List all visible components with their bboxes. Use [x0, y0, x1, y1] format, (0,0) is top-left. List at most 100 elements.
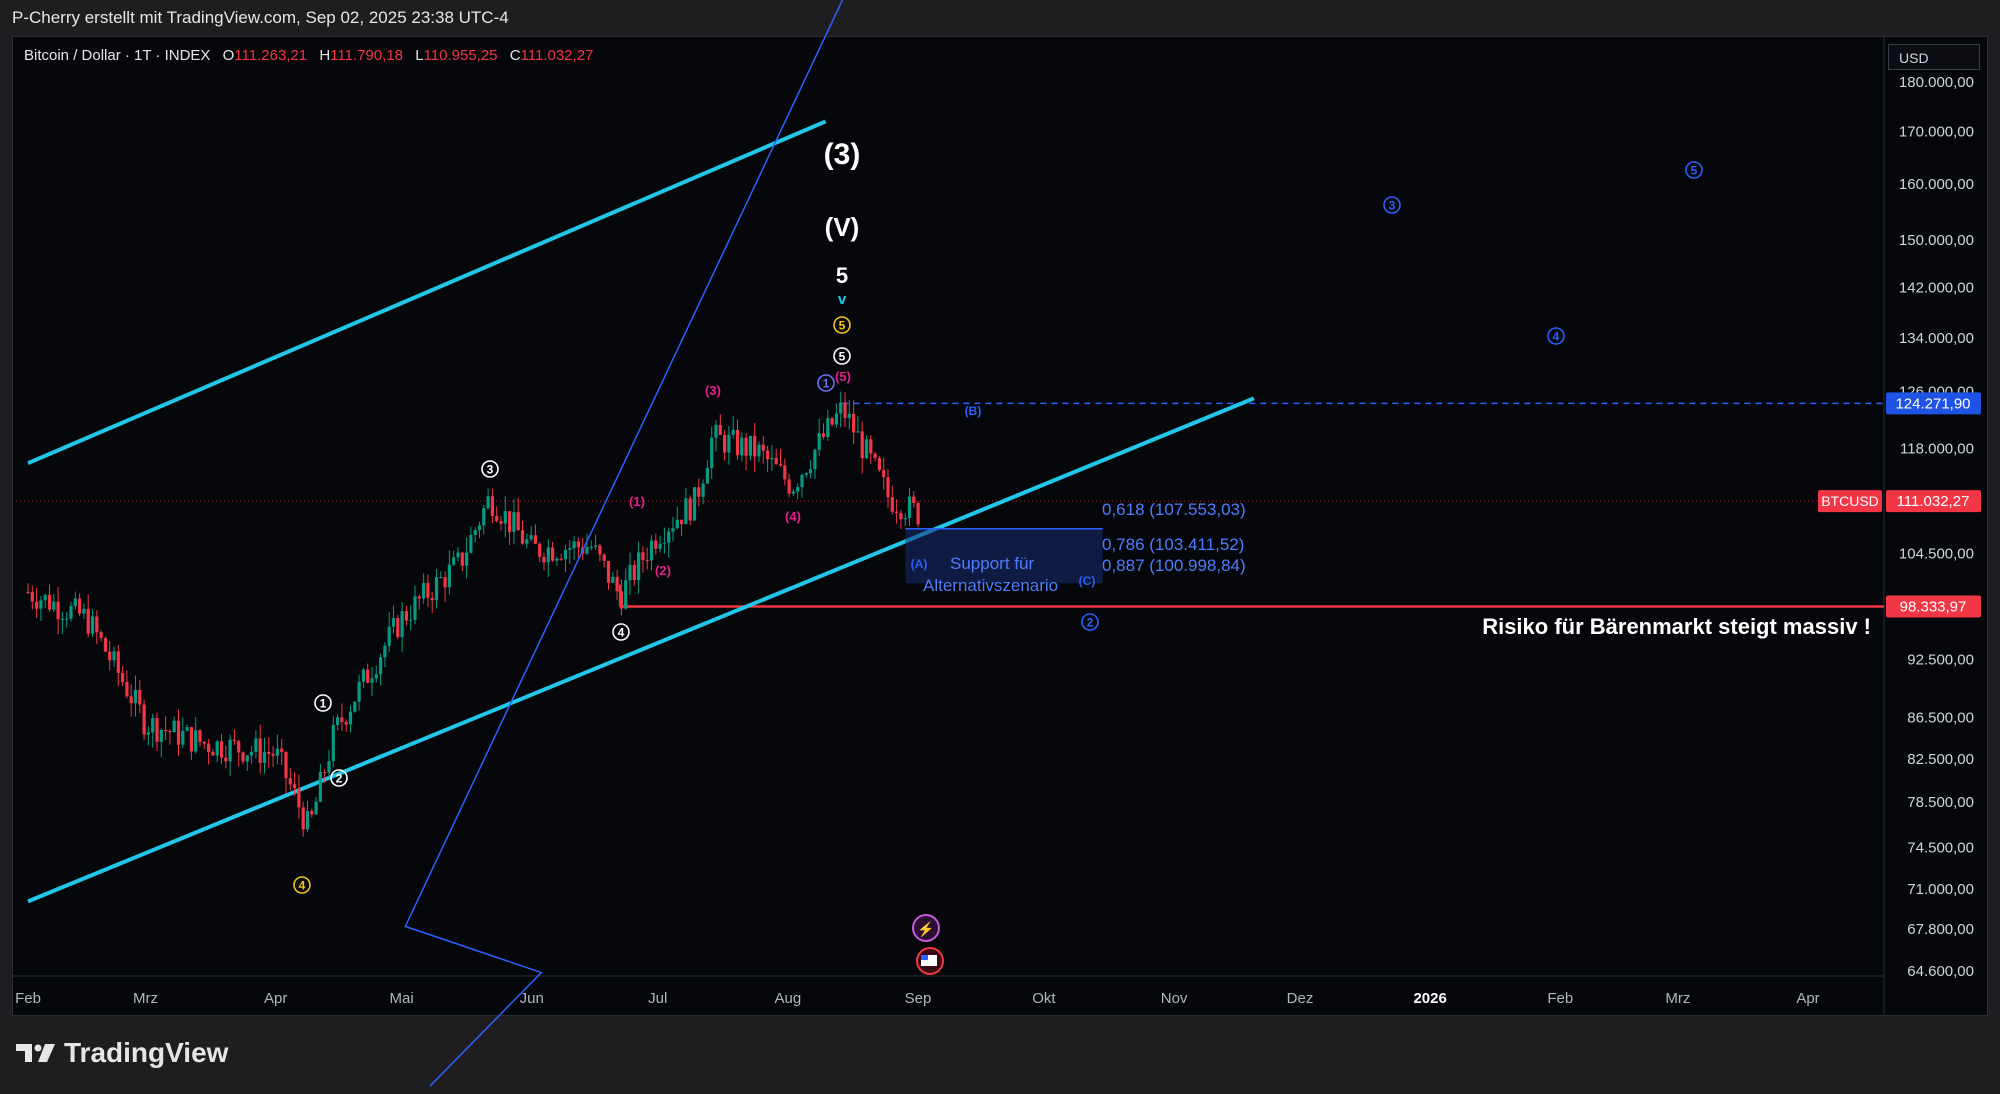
wave-circle-5-yellow-ring	[833, 316, 851, 334]
wave-circle-2-blue: 2	[1087, 616, 1094, 630]
support-zone	[905, 528, 1103, 584]
symbol-tag-badge[interactable]	[1818, 490, 1882, 513]
wave-label-B: (B)	[965, 404, 982, 418]
ohlc-legend: Bitcoin / Dollar · 1T · INDEX O111.263,2…	[24, 47, 593, 64]
candle-body	[142, 704, 146, 735]
candle-body	[813, 449, 817, 470]
candle-body	[327, 761, 331, 773]
y-tick-label: 71.000,00	[1907, 881, 1974, 898]
candle-body	[310, 811, 314, 815]
wave-circle-2-ring	[330, 769, 348, 787]
candle-body	[241, 752, 245, 762]
wave-paren-4: (4)	[785, 509, 801, 524]
candle-body	[852, 413, 856, 433]
candle-body	[409, 619, 413, 621]
candle-body	[839, 402, 843, 414]
candle-body	[495, 515, 499, 522]
x-tick-label: Mai	[390, 990, 414, 1007]
candle-body	[912, 496, 916, 503]
candle-body	[232, 739, 236, 741]
candle-body	[185, 727, 189, 731]
chart-panel[interactable]	[12, 36, 1988, 1016]
candle-body	[594, 545, 598, 547]
candle-body	[624, 580, 628, 609]
candle-body	[159, 729, 163, 742]
candle-body	[288, 778, 292, 785]
wave-circle-2-blue-ring	[1081, 613, 1099, 631]
y-tick-label: 78.500,00	[1907, 794, 1974, 811]
candle-body	[172, 720, 176, 733]
x-tick-label: Mrz	[133, 990, 158, 1007]
wave-paren-2: (2)	[655, 563, 671, 578]
x-tick-label: Aug	[775, 990, 802, 1007]
candle-body	[606, 560, 611, 583]
wave-paren-5: (5)	[835, 369, 851, 384]
lightning-event-icon[interactable]	[912, 914, 940, 942]
candle-body	[82, 608, 86, 614]
candle-body	[576, 541, 580, 548]
candle-body	[417, 596, 421, 599]
wave-circle-3-blue: 3	[1389, 199, 1396, 213]
risk-price-badge[interactable]	[1886, 595, 1981, 618]
candle-body	[761, 444, 765, 451]
x-tick-label: Feb	[1547, 990, 1573, 1007]
candle-body	[499, 521, 503, 524]
candle-body	[305, 811, 310, 830]
ath-price-badge[interactable]	[1886, 392, 1981, 415]
candle-body	[456, 552, 460, 558]
candle-body	[641, 552, 645, 561]
abc-projection-path	[404, 0, 844, 1087]
candle-body	[890, 497, 894, 512]
candle-body	[430, 597, 434, 601]
current-price-badge-text: 111.032,27	[1897, 493, 1970, 510]
candle-body	[35, 601, 39, 609]
high-value: 111.790,18	[330, 47, 404, 64]
candle-body	[65, 618, 69, 620]
candle-body	[348, 711, 353, 725]
candle-body	[856, 431, 860, 433]
y-tick-label: 118.000,00	[1900, 440, 1974, 457]
candle-body	[52, 601, 56, 610]
y-tick-label: 142.000,00	[1899, 280, 1974, 297]
candle-body	[525, 539, 529, 544]
wave-label-3: (3)	[824, 138, 861, 171]
candle-body	[73, 598, 77, 606]
candle-body	[645, 560, 649, 562]
candle-body	[697, 487, 701, 497]
us-flag-canton	[921, 955, 928, 960]
candle-body	[834, 413, 838, 425]
y-tick-label: 170.000,00	[1899, 124, 1974, 141]
brand-name: TradingView	[64, 1037, 229, 1068]
symbol-label[interactable]: Bitcoin / Dollar · 1T · INDEX	[24, 47, 211, 64]
candle-body	[103, 638, 107, 652]
wave-circle-4-blue-ring	[1547, 327, 1565, 345]
wave-circle-2: 2	[336, 772, 343, 786]
x-tick-label: Feb	[15, 990, 41, 1007]
candle-body	[469, 534, 473, 553]
candle-body	[284, 752, 288, 779]
candle-body	[69, 605, 73, 619]
candle-body	[529, 535, 533, 540]
currency-selector[interactable]: USD	[1888, 44, 1980, 70]
wave-circle-1: 1	[320, 697, 327, 711]
candle-body	[723, 434, 727, 453]
open-value: 111.263,21	[234, 47, 308, 64]
candle-body	[692, 487, 697, 521]
candle-body	[860, 431, 864, 459]
candle-body	[632, 564, 636, 581]
candle-body	[826, 418, 830, 437]
current-price-badge[interactable]	[1886, 490, 1981, 513]
candle-body	[473, 530, 477, 535]
candle-body	[202, 741, 206, 744]
wave-paren-3: (3)	[705, 383, 721, 398]
candle-body	[800, 475, 804, 488]
candle-body	[740, 437, 744, 456]
candle-body	[280, 748, 284, 753]
candle-body	[598, 545, 602, 555]
wave-label-5: 5	[836, 263, 848, 288]
y-tick-label: 82.500,00	[1907, 751, 1974, 768]
chart-caption: P-Cherry erstellt mit TradingView.com, S…	[12, 8, 509, 27]
wave-label-A: (A)	[911, 557, 928, 571]
wave-circle-5-yellow: 5	[839, 319, 846, 333]
